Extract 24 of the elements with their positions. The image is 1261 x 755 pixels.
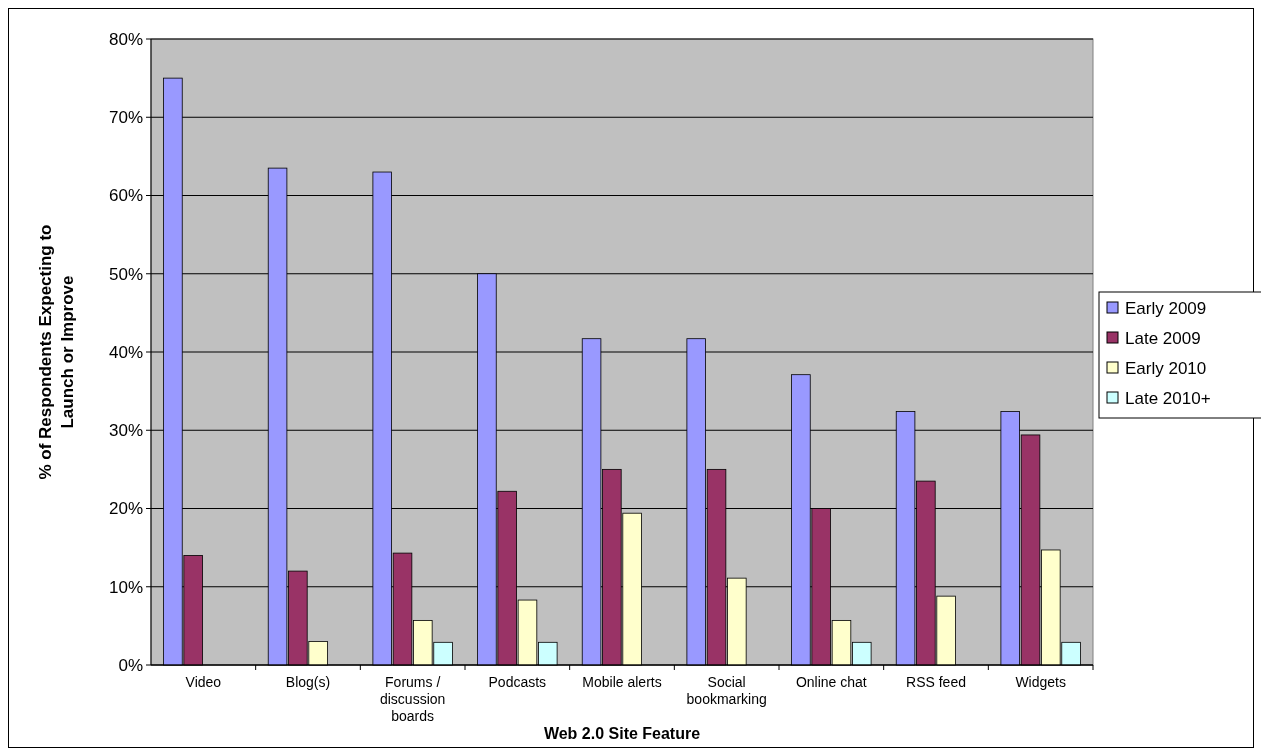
x-tick-label: Mobile alerts [582,674,662,690]
x-tick-label: Podcasts [488,674,547,690]
y-tick-label: 50% [108,264,143,284]
y-axis-title: % of Respondents Expecting to Launch or Improve [36,224,77,480]
y-tick-label: 20% [108,499,143,519]
y-tick-label: 40% [108,342,143,362]
y-tick-label: 0% [118,655,143,675]
x-axis-title: Web 2.0 Site Feature [543,725,701,742]
legend-label: Early 2009 [1125,298,1207,318]
x-tick-label: Social bookmarking [686,674,767,707]
legend-label: Late 2009 [1125,328,1201,348]
legend-label: Late 2010+ [1125,388,1211,408]
x-tick-label: Blog(s) [285,674,331,690]
x-tick-label: Online chat [795,674,867,690]
y-tick-label: 60% [108,186,143,206]
x-tick-label: Forums / discussion boards [379,674,446,724]
legend-label: Early 2010 [1125,358,1207,378]
x-tick-label: RSS feed [906,674,966,690]
x-tick-label: Video [185,674,222,690]
y-tick-label: 10% [108,577,143,597]
y-tick-label: 30% [108,421,143,441]
y-tick-label: 80% [108,29,143,49]
y-tick-label: 70% [108,108,143,128]
x-tick-label: Widgets [1015,674,1066,690]
